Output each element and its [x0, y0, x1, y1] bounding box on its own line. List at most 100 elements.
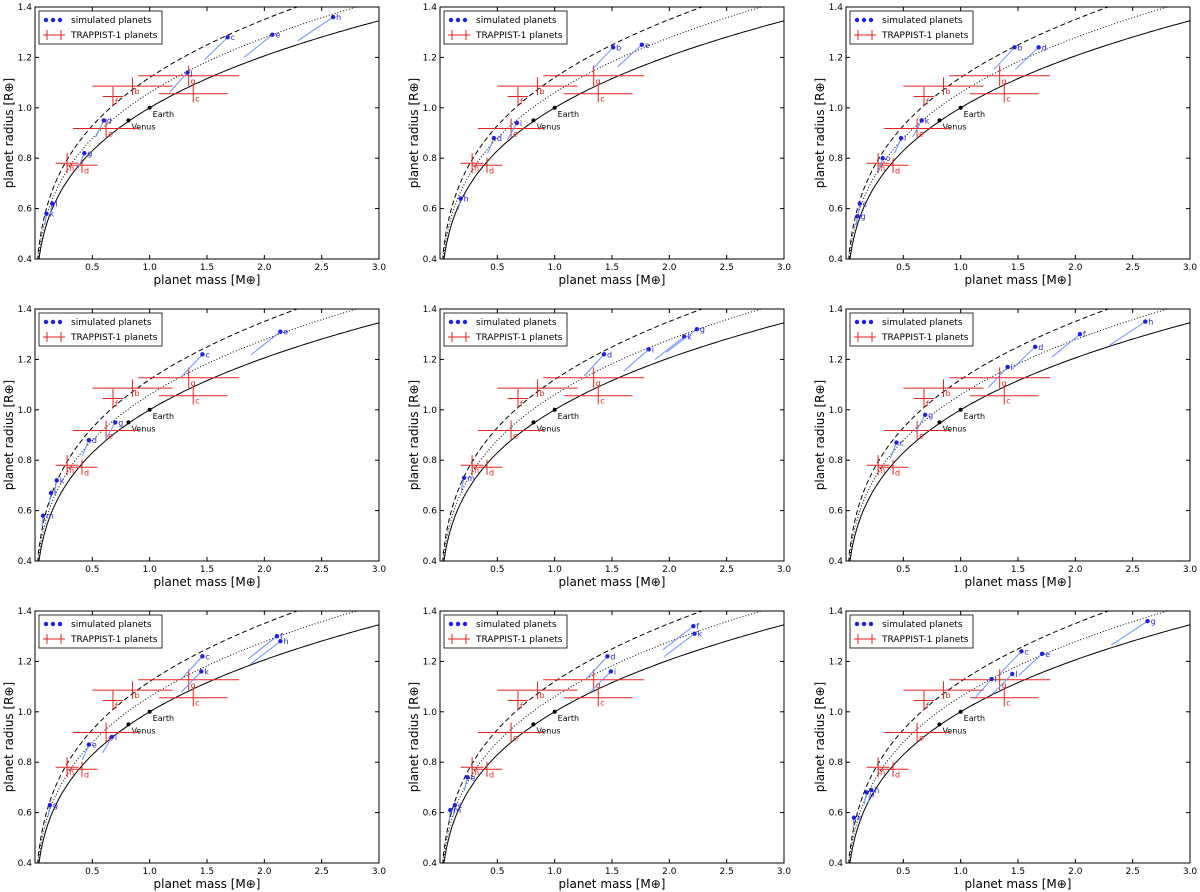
legend-sim-marker	[448, 319, 454, 325]
sim-planet-label: k	[698, 630, 703, 639]
trappist-label: g	[1002, 77, 1007, 86]
trappist-label: d	[489, 770, 494, 779]
x-tick-label: 1.0	[143, 867, 158, 877]
sim-planet-label: g	[860, 212, 865, 221]
legend-box	[38, 10, 163, 45]
curve-dashed	[37, 309, 299, 561]
sim-planet-label: g	[928, 411, 933, 420]
legend-box	[443, 312, 568, 347]
sim-planet-label: h	[874, 786, 879, 795]
y-axis-label: planet radius [R⊕]	[407, 78, 421, 188]
y-tick-label: 1.2	[18, 657, 32, 667]
y-axis-label: planet radius [R⊕]	[407, 682, 421, 792]
legend-sim-marker	[868, 319, 874, 325]
sim-planet-label: g	[1151, 617, 1156, 626]
legend-sim-label: simulated planets	[71, 620, 152, 630]
sim-planet-point	[278, 329, 283, 334]
sim-planet-point	[458, 196, 463, 201]
x-tick-label: 2.0	[662, 263, 677, 273]
x-tick-label: 1.5	[1011, 263, 1025, 273]
legend-box	[849, 312, 974, 347]
sim-planet-label: f	[1083, 330, 1086, 339]
ref-point-earth	[147, 407, 152, 412]
x-tick-label: 2.5	[720, 867, 734, 877]
y-tick-label: 0.4	[829, 255, 844, 265]
sim-planet-label: f	[696, 622, 699, 631]
x-tick-label: 1.5	[1011, 565, 1025, 575]
sim-planet-point	[44, 211, 49, 216]
y-tick-label: 1.4	[423, 607, 438, 617]
ref-point-venus	[937, 722, 942, 727]
sim-planet-point	[40, 513, 46, 518]
y-axis-label: planet radius [R⊕]	[2, 380, 16, 490]
y-tick-label: 1.0	[18, 708, 33, 718]
x-tick-label: 1.0	[954, 263, 969, 273]
x-axis-label: planet mass [M⊕]	[965, 273, 1072, 287]
sim-planet-point	[1143, 319, 1148, 324]
y-axis-label: planet radius [R⊕]	[813, 78, 827, 188]
legend-box	[38, 614, 163, 649]
y-tick-label: 1.4	[18, 3, 33, 13]
legend-sim-label: simulated planets	[71, 16, 152, 26]
ref-label-earth: Earth	[558, 714, 579, 723]
trappist-label: h	[69, 768, 74, 777]
ref-label-earth: Earth	[153, 412, 174, 421]
legend-box	[38, 312, 163, 347]
sim-track	[987, 366, 1009, 388]
sim-planet-label: i	[115, 733, 117, 742]
sim-planet-label: e	[283, 328, 288, 337]
sim-planet-point	[989, 676, 994, 682]
trappist-label: h	[69, 466, 74, 475]
sim-track	[592, 46, 614, 70]
sim-planet-point	[274, 634, 280, 639]
legend-sim-marker	[861, 621, 867, 627]
sim-planet-label: b	[616, 43, 621, 52]
sim-track	[1000, 650, 1022, 674]
trappist-label: e	[919, 733, 924, 742]
plot-area: Earth Venus b c d e f g h h d i b e	[442, 7, 784, 259]
y-tick-label: 0.8	[18, 456, 33, 466]
curve-solid	[849, 624, 1190, 863]
ref-point-venus	[937, 118, 942, 123]
sim-planet-label: m	[467, 474, 475, 483]
y-tick-label: 0.4	[18, 255, 33, 265]
sim-track	[180, 671, 202, 693]
sim-planet-label: e	[92, 741, 97, 750]
trappist-label: c	[195, 699, 199, 708]
sim-planet-label: k	[857, 814, 862, 823]
sim-planet-label: m	[453, 806, 461, 815]
ref-label-venus: Venus	[131, 726, 155, 735]
sim-planet-label: i	[1011, 363, 1013, 372]
legend-sim-label: simulated planets	[882, 620, 963, 630]
sim-planet-label: h	[464, 195, 469, 204]
sim-track	[654, 336, 685, 360]
sim-planet-point	[452, 802, 458, 808]
sim-track	[623, 348, 650, 372]
sim-planet-point	[857, 201, 862, 206]
x-tick-label: 0.5	[490, 867, 504, 877]
sim-planet-label: d	[607, 350, 612, 359]
ref-point-earth	[958, 407, 963, 412]
trappist-label: h	[880, 164, 885, 173]
ref-label-earth: Earth	[964, 714, 985, 723]
sim-planet-label: k	[687, 333, 692, 342]
trappist-label: f	[926, 701, 929, 710]
sim-track	[991, 673, 1013, 695]
x-tick-label: 1.0	[954, 565, 969, 575]
y-tick-label: 0.8	[829, 456, 844, 466]
x-tick-label: 2.0	[257, 867, 272, 877]
sim-planet-point	[869, 787, 874, 793]
sim-planet-label: g	[53, 801, 58, 810]
sim-planet-label: j	[190, 69, 193, 78]
x-tick-label: 2.0	[257, 565, 272, 575]
ref-label-earth: Earth	[964, 412, 985, 421]
sim-planet-label: c	[205, 350, 209, 359]
sim-track	[168, 72, 188, 93]
y-tick-label: 0.6	[423, 205, 438, 215]
sim-planet-label: c	[863, 200, 867, 209]
sim-planet-label: b	[1018, 43, 1023, 52]
